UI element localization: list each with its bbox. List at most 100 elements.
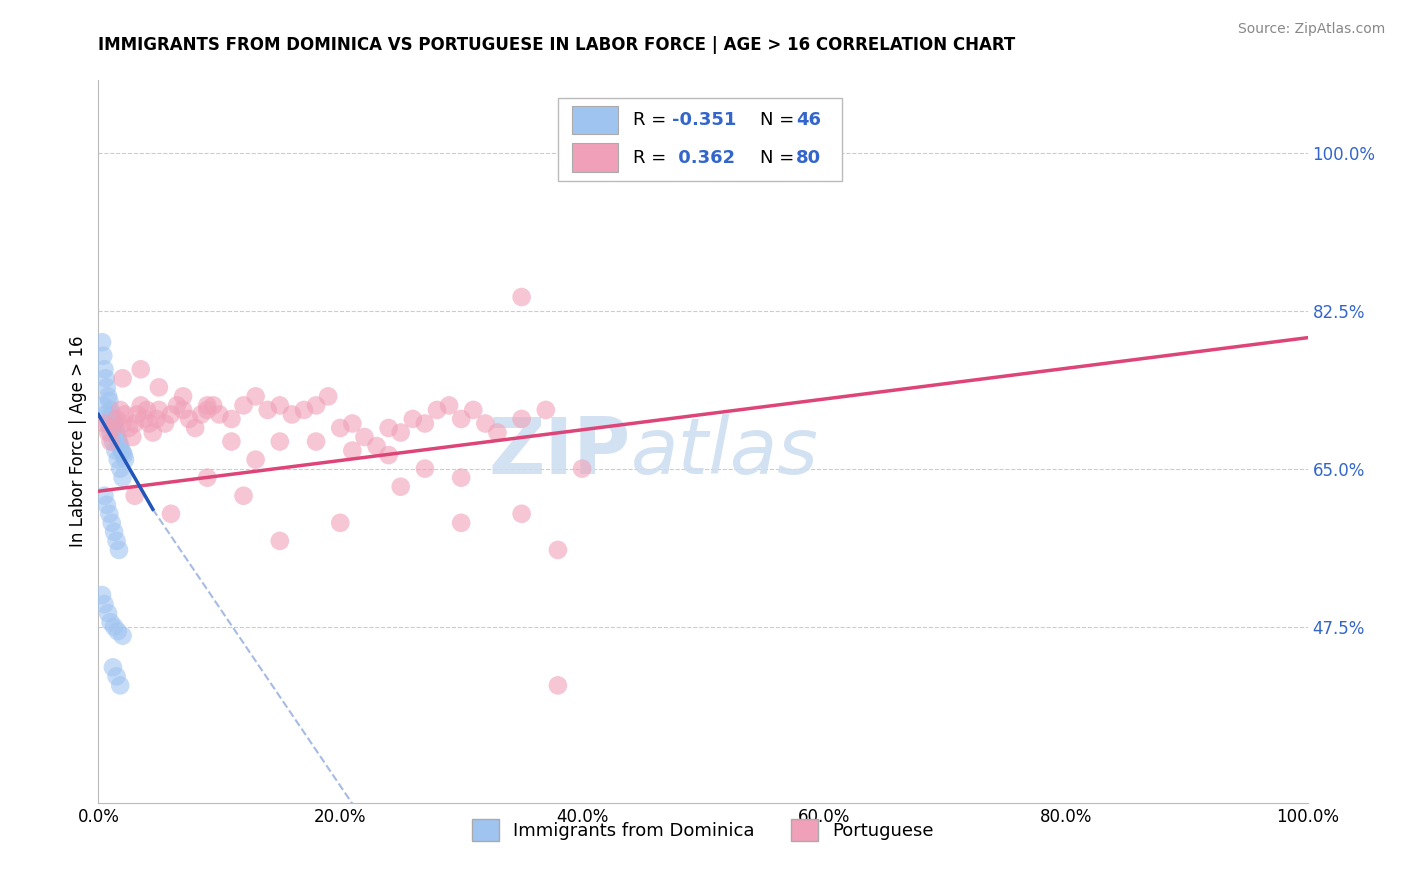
- Text: 0.362: 0.362: [672, 149, 735, 167]
- Point: [107, 452, 129, 467]
- Point: [269, 434, 291, 449]
- Point: [142, 425, 165, 440]
- Point: [94, 371, 117, 385]
- Point: [91, 349, 114, 363]
- Point: [100, 434, 122, 449]
- Point: [93, 489, 115, 503]
- Text: ZIP: ZIP: [488, 415, 630, 491]
- Point: [100, 516, 122, 530]
- Point: [93, 362, 115, 376]
- Point: [377, 448, 399, 462]
- Point: [111, 629, 134, 643]
- Point: [103, 524, 125, 539]
- Point: [172, 403, 194, 417]
- Point: [111, 471, 134, 485]
- Point: [571, 461, 593, 475]
- Point: [100, 425, 122, 440]
- Point: [110, 443, 132, 458]
- Point: [172, 389, 194, 403]
- Point: [245, 452, 267, 467]
- Point: [105, 412, 128, 426]
- Point: [91, 588, 114, 602]
- Point: [148, 403, 170, 417]
- Point: [124, 489, 146, 503]
- Point: [111, 417, 134, 431]
- Point: [124, 417, 146, 431]
- Point: [195, 398, 218, 412]
- Point: [108, 678, 131, 692]
- Point: [93, 597, 115, 611]
- Point: [153, 417, 176, 431]
- Point: [184, 421, 207, 435]
- Point: [105, 425, 128, 440]
- Point: [91, 398, 114, 412]
- Point: [145, 412, 167, 426]
- Point: [179, 412, 201, 426]
- Point: [232, 398, 254, 412]
- Y-axis label: In Labor Force | Age > 16: In Labor Force | Age > 16: [69, 335, 87, 548]
- Point: [160, 507, 183, 521]
- Point: [256, 403, 278, 417]
- Point: [269, 398, 291, 412]
- Point: [121, 430, 143, 444]
- Point: [166, 398, 188, 412]
- Point: [114, 408, 136, 422]
- Point: [510, 412, 533, 426]
- Point: [463, 403, 485, 417]
- Point: [221, 412, 243, 426]
- Point: [437, 398, 460, 412]
- Point: [103, 417, 125, 431]
- Point: [138, 417, 160, 431]
- Point: [450, 471, 472, 485]
- Point: [108, 461, 131, 475]
- Point: [377, 421, 399, 435]
- Point: [97, 417, 120, 431]
- Point: [96, 380, 118, 394]
- Point: [100, 615, 122, 630]
- FancyBboxPatch shape: [572, 105, 619, 135]
- Point: [389, 480, 412, 494]
- Point: [202, 398, 225, 412]
- Point: [208, 408, 231, 422]
- Point: [305, 434, 328, 449]
- Point: [366, 439, 388, 453]
- Text: N =: N =: [759, 149, 800, 167]
- Point: [195, 471, 218, 485]
- Point: [160, 408, 183, 422]
- Point: [101, 660, 124, 674]
- Point: [510, 507, 533, 521]
- Point: [107, 430, 129, 444]
- Point: [108, 439, 131, 453]
- Point: [269, 533, 291, 548]
- Point: [97, 606, 120, 620]
- Point: [98, 507, 121, 521]
- Point: [108, 434, 131, 449]
- Text: R =: R =: [633, 149, 672, 167]
- Point: [135, 403, 157, 417]
- Point: [190, 408, 212, 422]
- Point: [221, 434, 243, 449]
- Point: [534, 403, 557, 417]
- Text: N =: N =: [759, 111, 800, 129]
- Point: [402, 412, 425, 426]
- Point: [91, 335, 114, 350]
- Point: [118, 421, 141, 435]
- Point: [93, 417, 115, 431]
- Point: [486, 425, 509, 440]
- Point: [129, 362, 152, 376]
- Point: [103, 620, 125, 634]
- Point: [342, 443, 364, 458]
- Point: [353, 430, 375, 444]
- Text: 80: 80: [796, 149, 821, 167]
- Point: [329, 421, 352, 435]
- Point: [426, 403, 449, 417]
- Point: [245, 389, 267, 403]
- Point: [474, 417, 496, 431]
- Point: [97, 425, 120, 440]
- Point: [100, 403, 122, 417]
- Point: [129, 398, 152, 412]
- Point: [413, 461, 436, 475]
- Point: [98, 393, 121, 408]
- Point: [101, 412, 124, 426]
- Point: [329, 516, 352, 530]
